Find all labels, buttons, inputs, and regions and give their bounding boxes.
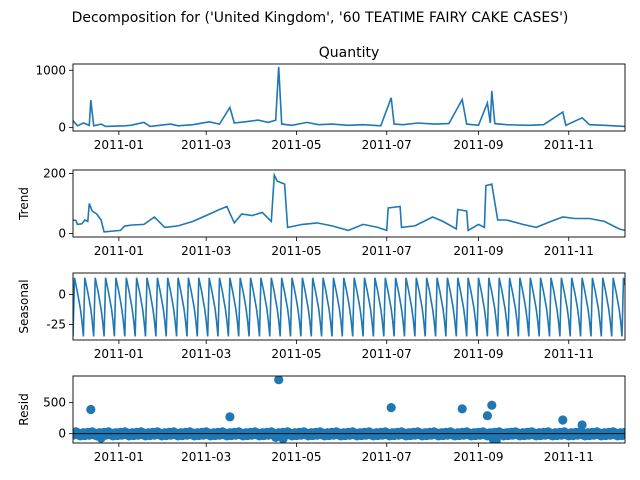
observed-xtick-label: 2011-11 <box>544 138 594 152</box>
resid-ytick-label: 0 <box>58 427 66 441</box>
trend-axes-frame <box>72 169 626 238</box>
resid-point <box>577 420 587 430</box>
resid-plot-area <box>73 376 625 443</box>
resid-xtick-label: 2011-07 <box>362 450 412 464</box>
resid-xtick-label: 2011-05 <box>271 450 321 464</box>
observed-ytick-label: 0 <box>58 121 66 135</box>
resid-panel: 0 500 2011-01 2011-03 2011-05 2011-07 2011-09 2… <box>17 375 626 464</box>
trend-xtick-label: 2011-09 <box>453 244 503 258</box>
trend-plot-area <box>73 172 625 233</box>
resid-xtick-label: 2011-09 <box>453 450 503 464</box>
seasonal-xtick-label: 2011-05 <box>271 347 321 361</box>
resid-point <box>274 376 284 385</box>
seasonal-xtick-label: 2011-11 <box>544 347 594 361</box>
seasonal-axes-frame <box>72 272 626 341</box>
resid-point <box>482 411 492 421</box>
resid-axes-frame <box>72 375 626 444</box>
observed-xtick-label: 2011-07 <box>362 138 412 152</box>
observed-xtick-label: 2011-09 <box>453 138 503 152</box>
observed-xtick-label: 2011-05 <box>271 138 321 152</box>
resid-point <box>620 427 625 437</box>
seasonal-panel: -25 0 2011-01 2011-03 2011-05 2011-07 2011-09 2… <box>17 272 626 361</box>
resid-point <box>86 404 96 415</box>
trend-xtick-label: 2011-01 <box>94 244 144 258</box>
resid-xtick-label: 2011-11 <box>544 450 594 464</box>
resid-point <box>457 404 467 414</box>
observed-panel-title: Quantity <box>319 45 380 61</box>
resid-point <box>96 433 106 443</box>
observed-ytick-label: 1000 <box>35 63 66 77</box>
resid-ytick-label: 500 <box>43 396 66 410</box>
resid-point <box>558 415 568 425</box>
resid-xtick-label: 2011-01 <box>94 450 144 464</box>
resid-point <box>225 412 235 422</box>
trend-xtick-label: 2011-05 <box>271 244 321 258</box>
observed-panel: 0 1000 2011-01 2011-03 2011-05 2011-07 2011-09… <box>35 63 626 152</box>
observed-plot-area <box>73 66 625 128</box>
seasonal-xtick-label: 2011-07 <box>362 347 412 361</box>
trend-xtick-label: 2011-07 <box>362 244 412 258</box>
resid-xtick-label: 2011-03 <box>181 450 231 464</box>
trend-ytick-label: 200 <box>43 167 66 181</box>
resid-point <box>487 400 497 410</box>
seasonal-series-line <box>73 277 625 337</box>
seasonal-plot-area <box>73 277 625 337</box>
observed-xtick-label: 2011-01 <box>94 138 144 152</box>
trend-xtick-label: 2011-03 <box>181 244 231 258</box>
seasonal-ytick-label: 0 <box>58 288 66 302</box>
seasonal-xtick-label: 2011-01 <box>94 347 144 361</box>
trend-ytick-label: 0 <box>58 226 66 240</box>
seasonal-ylabel: Seasonal <box>17 279 31 333</box>
figure-title: Decomposition for ('United Kingdom', '60… <box>72 10 569 26</box>
resid-point <box>491 435 501 443</box>
resid-point <box>271 432 281 442</box>
trend-panel: 0 200 2011-01 2011-03 2011-05 2011-07 2011-09 2… <box>17 167 626 258</box>
trend-xtick-label: 2011-11 <box>544 244 594 258</box>
trend-series-line <box>73 172 625 233</box>
seasonal-xtick-label: 2011-03 <box>181 347 231 361</box>
resid-point <box>386 403 396 413</box>
seasonal-ytick-label: -25 <box>46 317 66 331</box>
observed-axes-frame <box>72 63 626 132</box>
observed-series-line <box>73 66 625 128</box>
observed-xtick-label: 2011-03 <box>181 138 231 152</box>
resid-point <box>278 434 288 443</box>
trend-ylabel: Trend <box>17 187 31 221</box>
resid-ylabel: Resid <box>17 393 31 425</box>
seasonal-xtick-label: 2011-09 <box>453 347 503 361</box>
